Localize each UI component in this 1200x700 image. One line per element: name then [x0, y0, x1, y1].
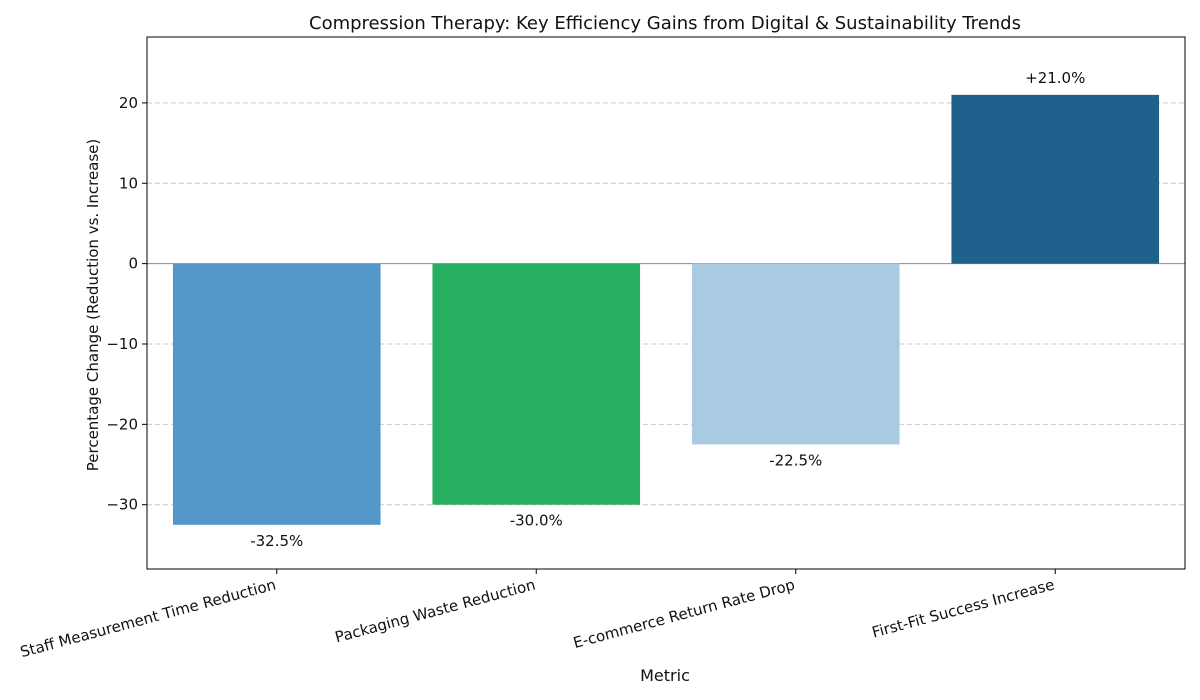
x-axis-label: Metric — [640, 666, 690, 685]
x-axis: Staff Measurement Time Reduction Packagin… — [18, 569, 1056, 661]
bar — [172, 263, 381, 525]
bars — [172, 94, 1160, 525]
x-tick-label: Staff Measurement Time Reduction — [18, 575, 278, 661]
bar — [691, 263, 900, 445]
x-tick-label: First-Fit Success Increase — [870, 575, 1056, 641]
x-tick-label: E-commerce Return Rate Drop — [571, 575, 797, 652]
y-tick-label: −20 — [106, 415, 138, 433]
data-label: +21.0% — [1025, 69, 1085, 87]
y-tick-label: −10 — [106, 335, 138, 353]
y-axis-label: Percentage Change (Reduction vs. Increas… — [84, 139, 102, 472]
bar — [951, 94, 1160, 264]
y-tick-label: 10 — [119, 174, 138, 192]
plot-area-frame — [146, 36, 1186, 570]
data-label: -22.5% — [769, 451, 822, 469]
data-labels: -32.5% -30.0% -22.5% +21.0% — [250, 69, 1085, 550]
x-tick-label: Packaging Waste Reduction — [333, 575, 537, 646]
y-tick-label: −30 — [106, 496, 138, 514]
y-tick-label: 20 — [119, 94, 138, 112]
y-axis: −30 −20 −10 0 10 20 — [106, 94, 147, 514]
bar — [432, 263, 641, 505]
y-tick-label: 0 — [128, 255, 138, 273]
data-label: -32.5% — [250, 532, 303, 550]
data-label: -30.0% — [510, 512, 563, 530]
chart-title: Compression Therapy: Key Efficiency Gain… — [309, 13, 1021, 34]
